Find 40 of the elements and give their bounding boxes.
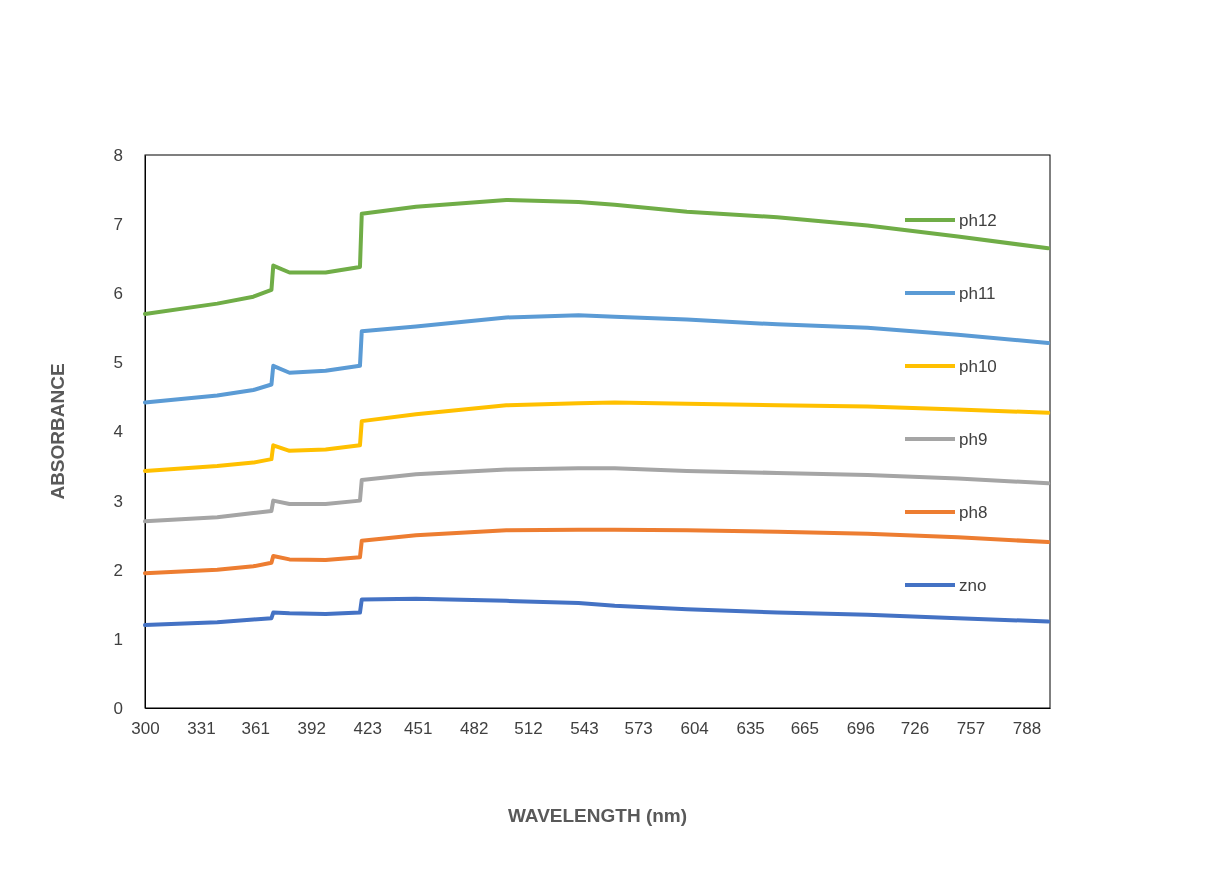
line-series xyxy=(143,197,1051,316)
x-tick-label: 788 xyxy=(1012,719,1042,739)
y-tick-label: 6 xyxy=(113,284,123,304)
x-tick-label: 361 xyxy=(241,719,270,739)
legend-label: ph10 xyxy=(959,357,997,376)
legend-label: ph12 xyxy=(959,211,997,230)
x-tick-label: 512 xyxy=(514,719,543,739)
x-tick-label: 300 xyxy=(131,719,160,739)
legend-label: zno xyxy=(959,576,987,595)
x-tick-label: 665 xyxy=(790,719,820,739)
x-tick-label: 604 xyxy=(680,719,709,739)
x-axis-title: WAVELENGTH (nm) xyxy=(507,805,688,826)
line-series xyxy=(143,313,1051,405)
x-tick-label: 696 xyxy=(846,719,876,739)
y-tick-label: 7 xyxy=(113,215,123,235)
x-tick-label: 423 xyxy=(353,719,382,739)
legend-label: ph11 xyxy=(959,284,996,303)
legend-label: ph8 xyxy=(959,503,988,522)
y-tick-label: 2 xyxy=(113,560,123,580)
legend-label: ph9 xyxy=(959,430,988,449)
x-tick-label: 451 xyxy=(404,719,433,739)
line-series xyxy=(143,596,1051,628)
y-tick-label: 8 xyxy=(113,145,123,165)
line-series xyxy=(143,527,1051,576)
line-series xyxy=(143,400,1051,473)
x-tick-label: 726 xyxy=(900,719,930,739)
y-tick-label: 1 xyxy=(113,629,123,649)
x-tick-label: 573 xyxy=(624,719,653,739)
x-tick-label: 482 xyxy=(460,719,489,739)
x-tick-label: 757 xyxy=(956,719,986,739)
y-tick-label: 4 xyxy=(113,422,123,442)
y-tick-label: 0 xyxy=(113,698,123,718)
y-axis-title: ABSORBANCE xyxy=(47,363,68,500)
x-tick-label: 392 xyxy=(297,719,326,739)
x-tick-label: 331 xyxy=(187,719,216,739)
x-tick-label: 635 xyxy=(736,719,765,739)
line-series xyxy=(143,466,1051,524)
x-tick-label: 543 xyxy=(570,719,599,739)
y-tick-label: 3 xyxy=(113,491,123,511)
y-tick-label: 5 xyxy=(113,353,123,373)
